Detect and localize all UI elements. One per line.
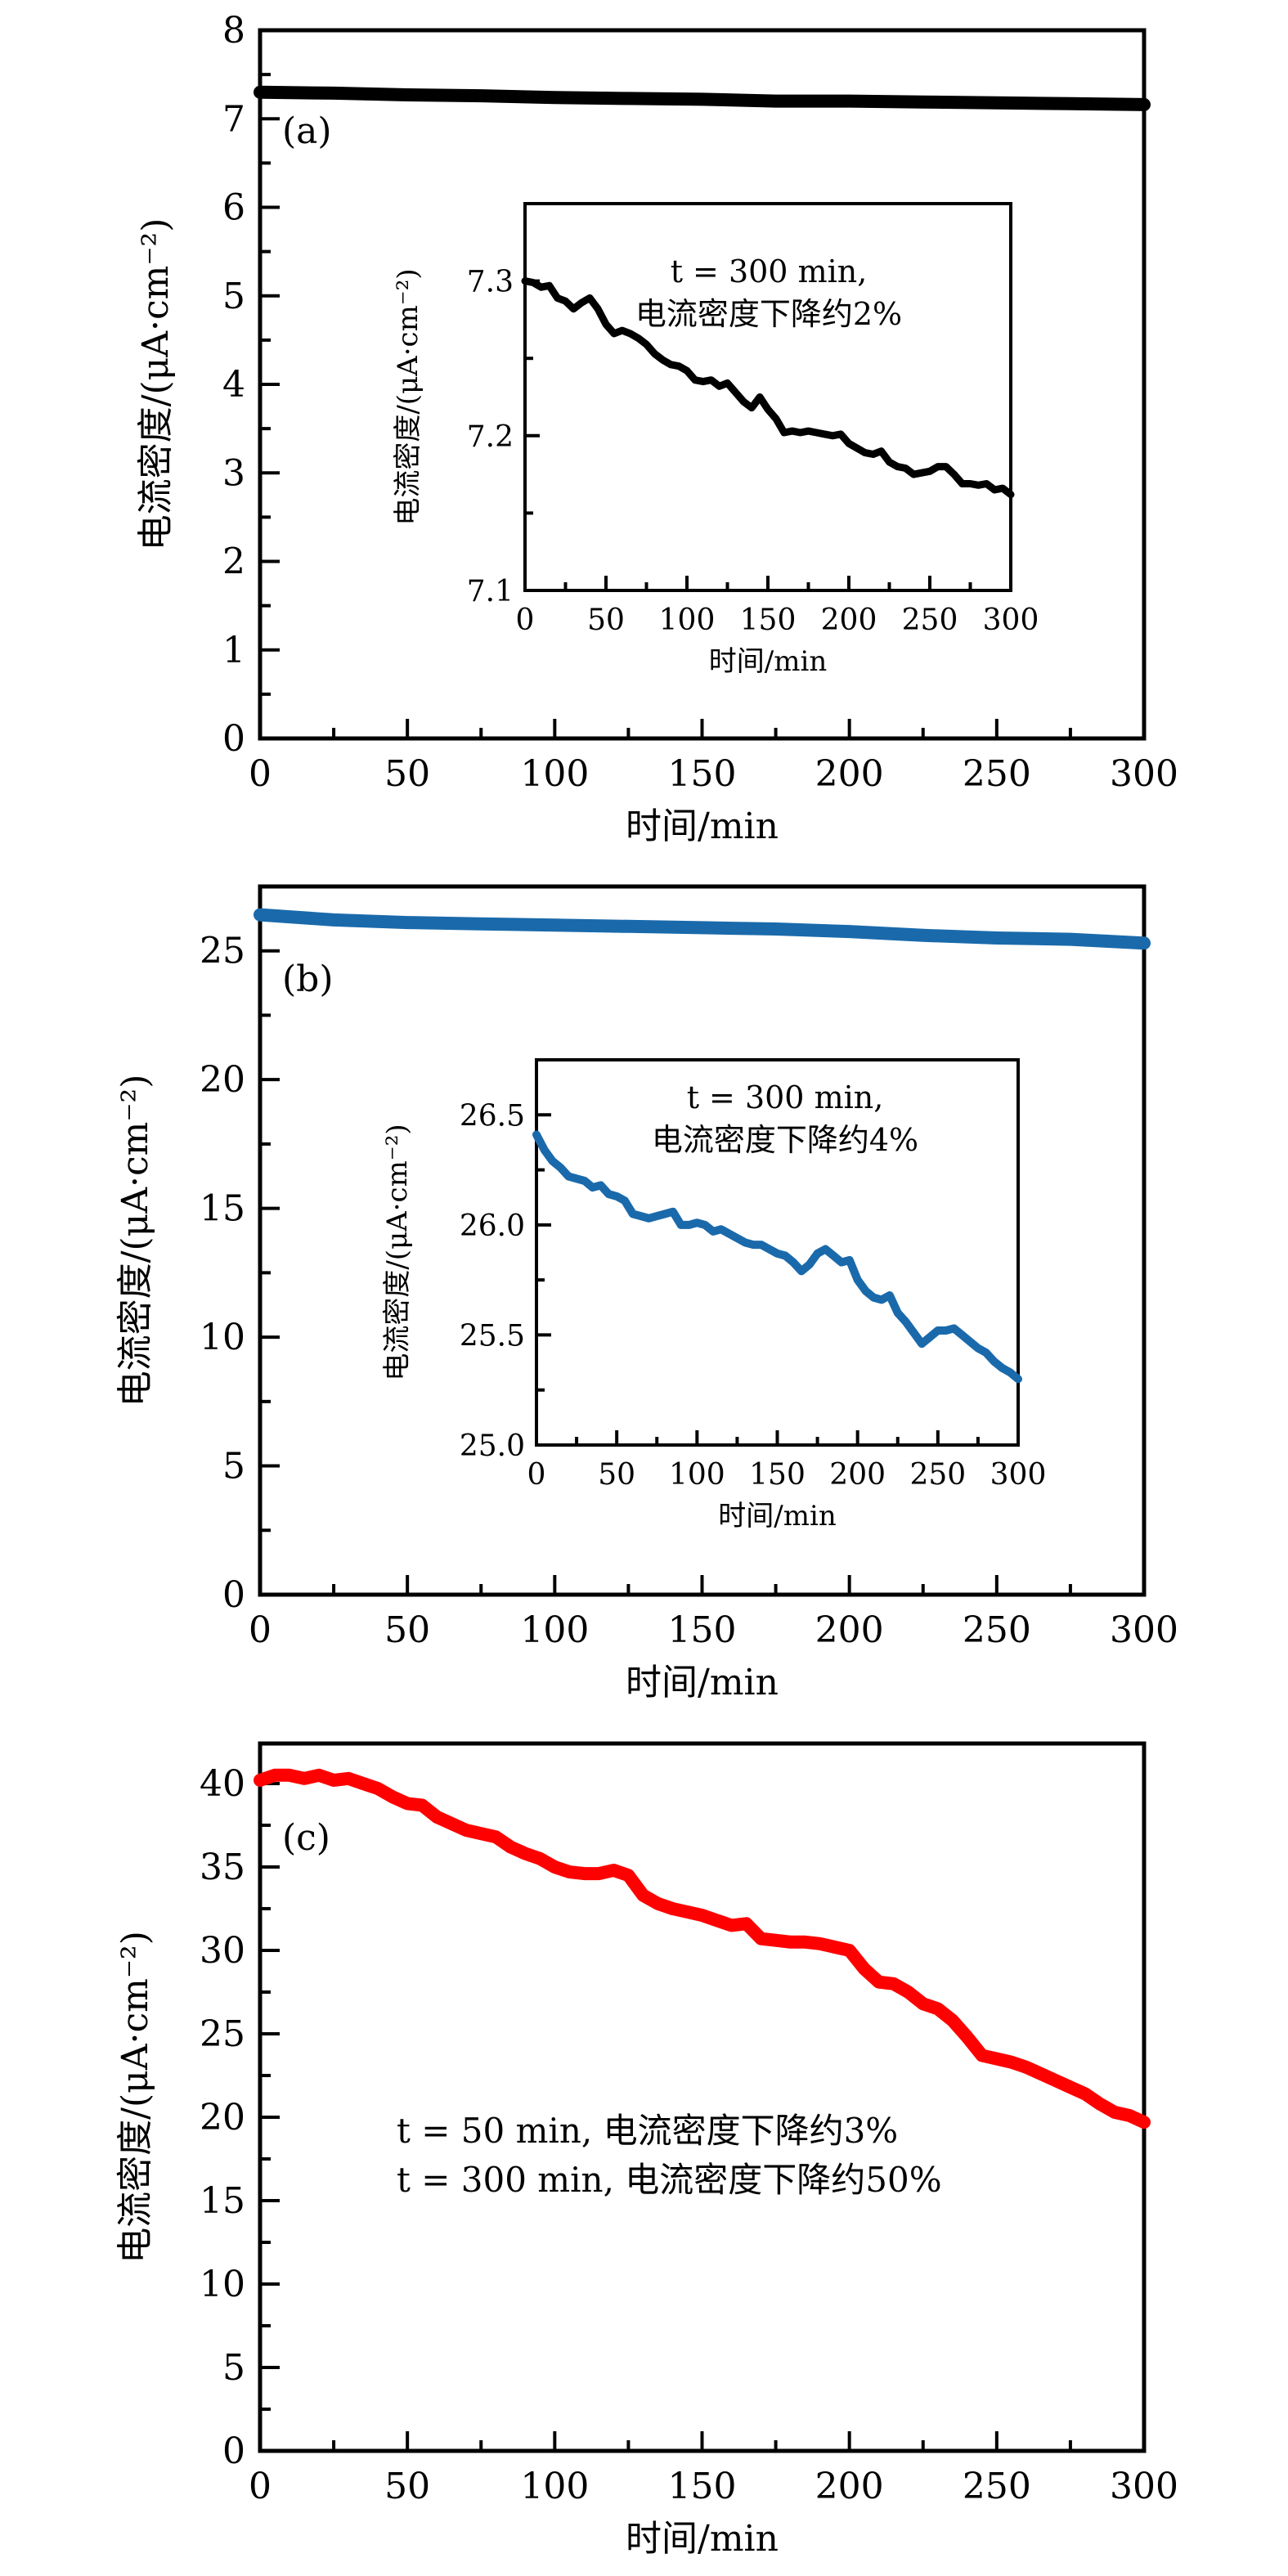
x-tick-label: 150: [668, 2466, 737, 2507]
y-tick-label: 5: [222, 2347, 245, 2389]
x-tick-label: 50: [384, 1609, 430, 1651]
x-axis-label: 时间/min: [718, 1500, 836, 1533]
x-tick-label: 200: [821, 604, 877, 637]
panel-a: 0 50 100 150 200 250 300 0 1 2 3 4 5 6 7 8 时间/min 电流密度/(μ…: [135, 10, 1178, 847]
x-tick-label: 50: [384, 2466, 430, 2507]
inset-a: 0 50 100 150 200 250 300 7.1 7.2 7.3 时间/min 电流密度/(μ…: [392, 202, 1039, 678]
annotation-line: t = 50 min, 电流密度下降约3%: [397, 2111, 898, 2151]
series-line-main-c: [254, 1768, 1151, 2129]
x-axis-label: 时间/min: [626, 2518, 779, 2560]
y-tick-label: 20: [200, 1059, 245, 1101]
x-tick-label: 300: [1110, 1609, 1178, 1651]
x-axis-label: 时间/min: [626, 1662, 779, 1703]
y-tick-label: 8: [222, 10, 245, 52]
x-tick-label: 50: [384, 753, 430, 795]
y-tick-label: 40: [200, 1763, 245, 1805]
inset-annotation-line: 电流密度下降约4%: [652, 1122, 918, 1158]
y-axis-label: 电流密度/(μA·cm⁻²): [114, 1075, 156, 1407]
y-axis-label: 电流密度/(μA·cm⁻²): [135, 218, 177, 551]
x-tick-label: 150: [668, 753, 737, 795]
y-tick-label: 35: [200, 1847, 245, 1888]
x-tick-label: 250: [963, 753, 1031, 795]
x-tick-label: 250: [963, 2466, 1031, 2507]
y-tick-label: 0: [222, 2430, 245, 2472]
x-axis-label: 时间/min: [709, 645, 827, 678]
y-tick-label: 7: [222, 98, 245, 140]
x-tick-label: 300: [1110, 753, 1178, 795]
x-tick-label: 250: [963, 1609, 1031, 1651]
y-tick-label: 25: [200, 2013, 245, 2055]
series-line-main-a: [254, 85, 1151, 111]
x-tick-label: 0: [516, 604, 535, 637]
x-tick-label: 100: [520, 753, 589, 795]
x-tick-label: 50: [598, 1458, 635, 1492]
y-tick-label: 7.3: [467, 266, 514, 299]
inset-annotation-line: 电流密度下降约2%: [635, 296, 902, 332]
x-tick-label: 50: [587, 604, 625, 637]
series-line-main-b: [254, 908, 1151, 950]
y-tick-label: 6: [222, 187, 245, 229]
x-tick-label: 100: [669, 1458, 725, 1492]
y-tick-label: 20: [200, 2097, 245, 2138]
inset-annotation-line: t = 300 min,: [687, 1079, 884, 1115]
x-tick-label: 150: [740, 604, 797, 637]
y-tick-label: 15: [200, 2180, 245, 2222]
x-tick-label: 150: [749, 1458, 806, 1492]
x-tick-label: 200: [815, 1609, 884, 1651]
x-tick-label: 250: [909, 1458, 966, 1492]
inset-frame: [523, 202, 1012, 592]
x-tick-label: 0: [249, 1609, 272, 1651]
x-tick-label: 100: [520, 1609, 589, 1651]
y-tick-label: 2: [222, 541, 245, 583]
y-tick-label: 3: [222, 452, 245, 494]
y-tick-label: 30: [200, 1930, 245, 1972]
x-tick-label: 0: [249, 753, 272, 795]
x-tick-label: 300: [1110, 2466, 1178, 2507]
y-tick-label: 10: [200, 2264, 245, 2305]
x-tick-label: 200: [815, 753, 884, 795]
y-tick-label: 5: [222, 1446, 245, 1488]
panel-label: (b): [282, 958, 334, 1000]
x-tick-label: 200: [829, 1458, 886, 1492]
y-tick-label: 25.0: [460, 1429, 525, 1463]
y-tick-label: 0: [222, 718, 245, 760]
x-axis-label: 时间/min: [626, 806, 779, 847]
x-tick-label: 300: [990, 1458, 1047, 1492]
inset-series-line: [521, 277, 1015, 499]
y-axis-label: 电流密度/(μA·cm⁻²): [114, 1931, 156, 2264]
y-tick-label: 7.2: [467, 420, 514, 454]
panel-label: (a): [282, 110, 332, 152]
y-axis-label: 电流密度/(μA·cm⁻²): [392, 268, 424, 525]
annotation-line: t = 300 min, 电流密度下降约50%: [397, 2160, 942, 2200]
y-tick-label: 10: [200, 1317, 245, 1358]
x-tick-label: 150: [668, 1609, 737, 1651]
panel-label: (c): [282, 1817, 330, 1859]
inset-series-line: [532, 1130, 1022, 1384]
y-tick-label: 5: [222, 276, 245, 317]
x-tick-label: 100: [520, 2466, 589, 2507]
x-tick-label: 0: [249, 2466, 272, 2507]
panel-c: 0 50 100 150 200 250 300 0 5 10 15 20 25 30 35 40 时间/min…: [114, 1741, 1178, 2560]
inset-b: 0 50 100 150 200 250 300 25.0 25.5 26.0 26.5 时间/min…: [381, 1058, 1047, 1533]
x-tick-label: 250: [902, 604, 958, 637]
x-tick-label: 100: [659, 604, 716, 637]
panel-b: 0 50 100 150 200 250 300 0 5 10 15 20 25 时间/min 电流密度/(…: [114, 884, 1178, 1703]
y-tick-label: 4: [222, 364, 245, 406]
x-tick-label: 0: [527, 1458, 546, 1492]
inset-annotation-line: t = 300 min,: [671, 254, 868, 289]
x-tick-label: 300: [983, 604, 1039, 637]
y-tick-label: 25: [200, 931, 245, 972]
y-tick-label: 1: [222, 630, 245, 671]
y-tick-label: 26.0: [460, 1209, 525, 1243]
plot-frame: [258, 1741, 1147, 2453]
y-tick-label: 26.5: [460, 1099, 525, 1133]
y-tick-label: 15: [200, 1188, 245, 1230]
y-axis-label: 电流密度/(μA·cm⁻²): [381, 1124, 414, 1380]
y-tick-label: 7.1: [467, 575, 514, 608]
y-tick-label: 25.5: [460, 1319, 525, 1353]
y-tick-label: 0: [222, 1574, 245, 1616]
x-tick-label: 200: [815, 2466, 884, 2507]
